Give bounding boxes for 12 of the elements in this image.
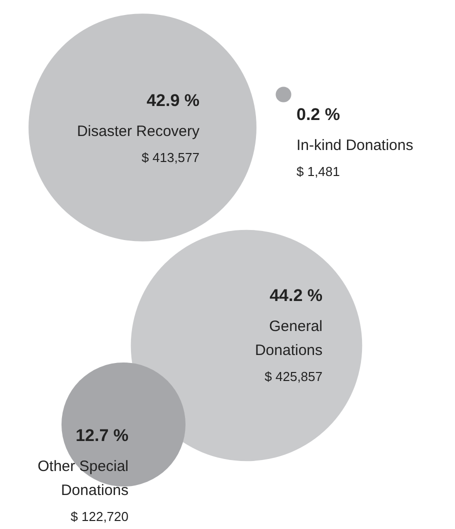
text: $ 413,577 [142,150,200,165]
data-label: 42.9 % [146,91,200,110]
category-label: Disaster Recovery [76,123,200,140]
text: $ 425,857 [264,369,323,384]
text: $ 1,481 [296,164,340,179]
data-label: 0.2 % [296,105,340,124]
text: $ 122,720 [70,509,129,524]
category-label: General Donations [254,318,323,359]
data-label: 12.7 % [76,426,129,445]
category-label: Other Special Donations [38,458,129,499]
data-label: 44.2 % [270,286,323,305]
category-label: In-kind Donations [296,137,414,154]
